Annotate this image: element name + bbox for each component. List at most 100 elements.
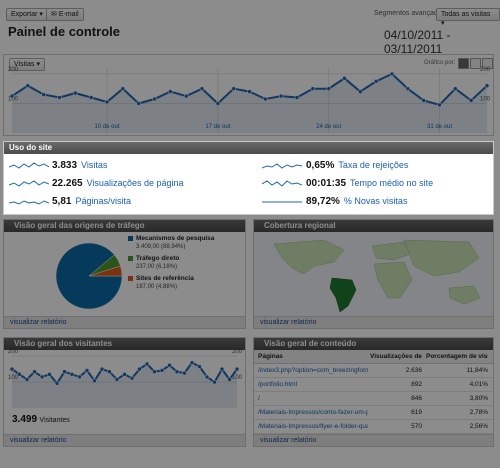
point [92, 378, 97, 384]
metric-label[interactable]: Taxa de rejeições [338, 160, 409, 170]
email-text: E-mail [58, 11, 79, 18]
x-tick-label: 31 de out [427, 124, 452, 130]
page-link[interactable]: / [258, 395, 260, 402]
metric-label[interactable]: Páginas/visita [75, 196, 131, 206]
legend-value: 187,00 (4,88%) [136, 284, 177, 290]
content-panel: Visão geral de conteúdo visualizar relat… [253, 337, 494, 447]
point [234, 366, 240, 372]
point [57, 95, 62, 100]
legend-swatch [128, 256, 133, 261]
metric-value: 3.833 [52, 160, 78, 171]
y-tick-label: 100 [232, 375, 243, 381]
date-range[interactable]: 04/10/2011 - 03/11/2011 [384, 28, 451, 56]
point [144, 361, 150, 367]
visitors-total-label: Visitantes [39, 417, 70, 424]
content-link[interactable]: visualizar relatório [254, 434, 493, 446]
graph-month-icon[interactable] [482, 58, 493, 69]
table-cell: 892 [411, 381, 422, 388]
visits-tab[interactable]: Visitas ▾ [9, 58, 45, 71]
x-tick-label: 17 de out [205, 124, 230, 130]
table-cell: 2.636 [405, 367, 422, 374]
oceania [448, 285, 481, 305]
visits-tab-text: Visitas [14, 61, 35, 68]
point [342, 76, 347, 81]
table-header-bg [254, 350, 493, 364]
point [152, 369, 157, 375]
asia [403, 239, 480, 277]
x-tick-label: 10 de out [94, 124, 119, 130]
segment-select[interactable]: Todas as visitas ▾ [436, 8, 500, 27]
table-cell: 4,01% [469, 381, 488, 388]
graph-by: Gráfico por: [424, 60, 456, 66]
email-button[interactable]: ✉ E-mail [46, 8, 84, 21]
visitors-chart: 100 100 200 200 [8, 350, 243, 408]
page-link[interactable]: /portfolio.html [258, 381, 298, 388]
metric-value: 0,65% [306, 160, 335, 171]
point [9, 366, 15, 372]
legend-swatch [128, 276, 133, 281]
y-tick-label: 100 [8, 96, 19, 102]
point [77, 374, 82, 380]
table-cell: 570 [411, 423, 422, 430]
legend-name: Sites de referência [136, 275, 194, 282]
point [310, 86, 316, 91]
point [39, 374, 45, 380]
metric-row: 22.265 Visualizações de página [52, 178, 184, 189]
row-separator [254, 405, 493, 406]
sparkline [9, 180, 49, 187]
metric-label[interactable]: Visualizações de página [86, 178, 184, 188]
point [437, 102, 442, 108]
metric-label[interactable]: % Novas visitas [343, 196, 408, 206]
traffic-link[interactable]: visualizar relatório [4, 316, 245, 328]
site-usage-box: Uso do site 3.833 Visitas 22.265 Visualiza… [3, 141, 494, 215]
map-link[interactable]: visualizar relatório [254, 316, 493, 328]
traffic-pie: Mecanismos de pesquisa 3.409,00 (88,94%) T… [55, 235, 215, 310]
point [219, 366, 225, 372]
visitors-total: 3.499 [12, 414, 38, 425]
metric-label[interactable]: Visitas [81, 160, 108, 170]
sparklines-right [262, 163, 302, 203]
point [247, 89, 252, 94]
point [129, 375, 135, 381]
visitors-link[interactable]: visualizar relatório [4, 434, 245, 446]
row-separator [254, 391, 493, 392]
point [107, 369, 112, 375]
site-usage-title: Uso do site [4, 142, 493, 154]
metric-row: 3.833 Visitas [52, 160, 107, 171]
page-link[interactable]: /Materiais-Impressos/flyer-e-folder-qual… [258, 423, 368, 430]
point [73, 90, 78, 96]
south-america [329, 277, 357, 313]
page-title: Painel de controle [8, 24, 120, 39]
graph-day-icon[interactable] [458, 58, 469, 69]
map-title: Cobertura regional [254, 220, 493, 232]
point [9, 93, 15, 99]
area [12, 73, 487, 133]
table-cell: 3,80% [469, 395, 488, 402]
table-cell: 11,84% [466, 367, 488, 374]
sparkline [9, 200, 49, 205]
point [189, 360, 195, 365]
legend-value: 3.409,00 (88,94%) [136, 244, 185, 250]
visits-chart: 100 100 200 200 10 de out 17 de out 24 de out 3… [8, 67, 491, 133]
metric-label[interactable]: Tempo médio no site [350, 178, 434, 188]
europe [371, 241, 411, 261]
visits-chart-box: Visitas ▾ Gráfico por: 100 100 200 200 10 de… [3, 54, 494, 136]
page-link[interactable]: /Materiais-Impressos/como-fazer-um-panfl… [258, 409, 368, 416]
graph-week-icon[interactable] [470, 58, 481, 69]
point [152, 96, 157, 102]
point [204, 374, 210, 380]
column-header: Porcentagem de visu... [426, 353, 488, 360]
point [136, 101, 141, 106]
point [62, 369, 67, 375]
point [159, 368, 165, 373]
map-panel: Cobertura regional visualizar relatório [253, 219, 494, 329]
metric-row: 89,72%% Novas visitas [306, 196, 407, 207]
point [373, 78, 379, 84]
page-link[interactable]: /index3.php?option=com_breezingforms&... [258, 367, 368, 374]
x-tick-label: 24 de out [316, 124, 341, 130]
export-text: Exportar [11, 11, 38, 18]
visitors-title: Visão geral dos visitantes [4, 338, 245, 350]
legend-name: Tráfego direto [136, 255, 179, 262]
point [227, 377, 232, 382]
